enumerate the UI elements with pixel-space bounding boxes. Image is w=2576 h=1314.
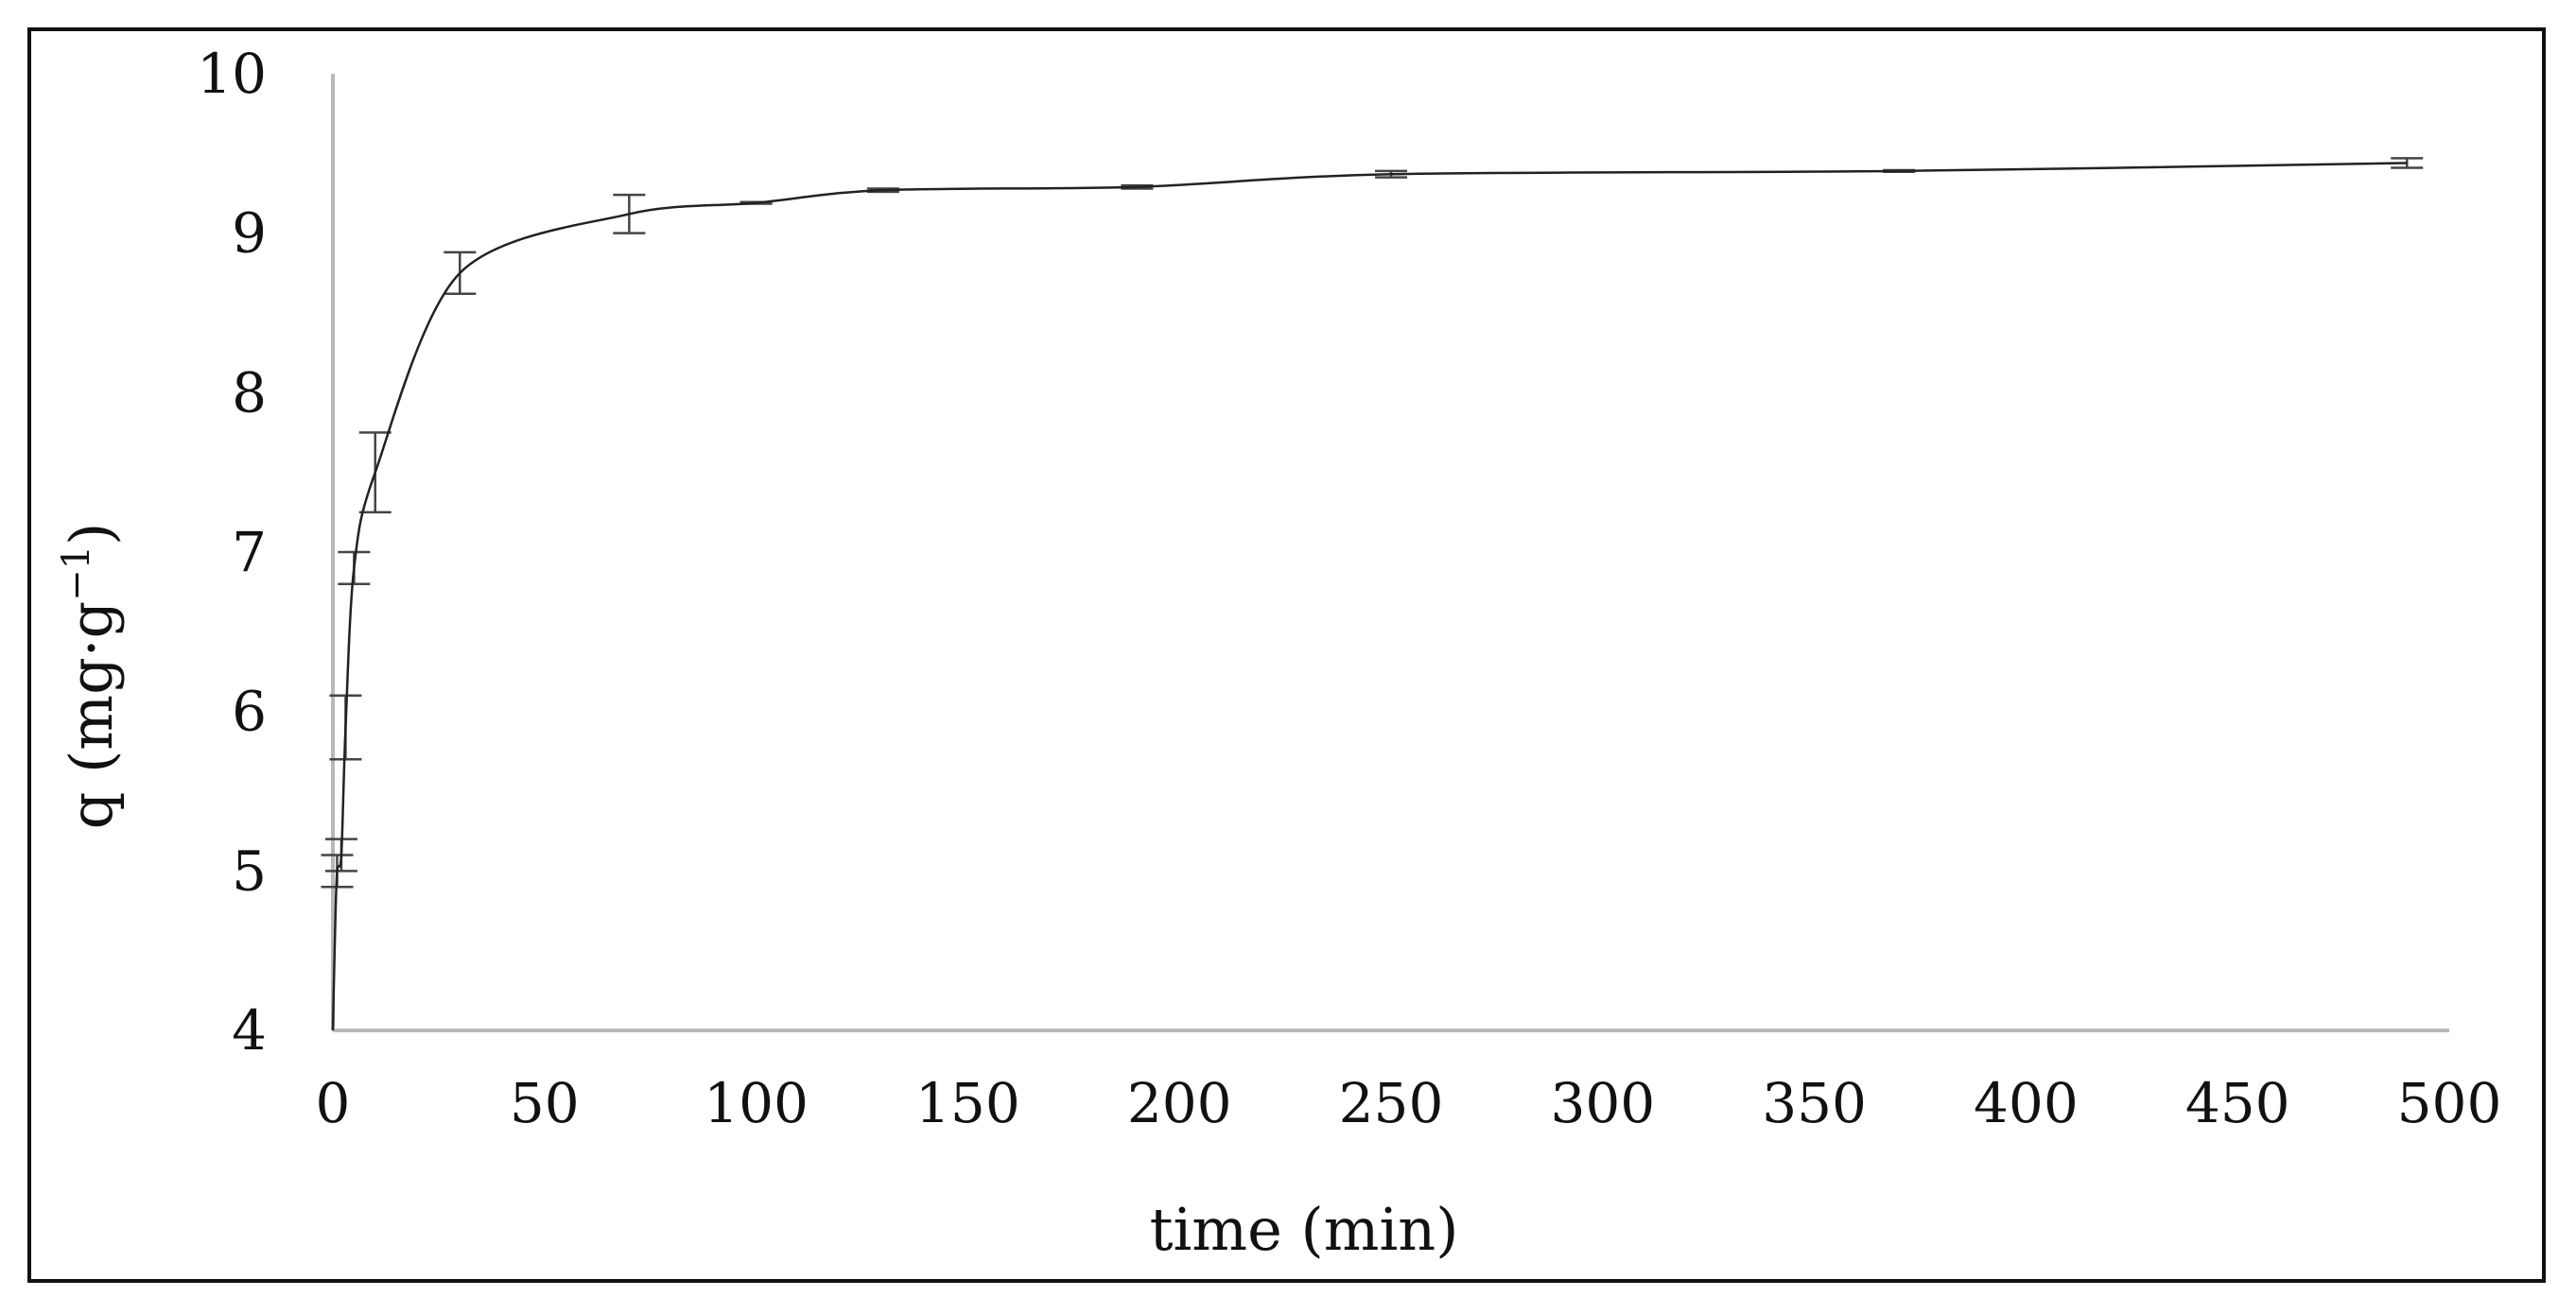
- axes: [331, 74, 2449, 1032]
- y-tick-label: 10: [197, 42, 267, 106]
- series-line: [331, 162, 2408, 1031]
- y-tick-label: 8: [232, 360, 267, 424]
- x-tick-label: 250: [1339, 1071, 1444, 1135]
- y-tick-label: 4: [232, 998, 267, 1063]
- y-tick-label: 6: [232, 680, 267, 744]
- error-bars: [321, 157, 2424, 889]
- x-axis-title: time (min): [1150, 1195, 1459, 1264]
- y-axis-title: q (mg·g−1): [55, 523, 126, 830]
- x-tick-label: 100: [704, 1071, 809, 1135]
- y-tick-label: 7: [232, 520, 267, 584]
- y-tick-label: 9: [232, 201, 267, 266]
- x-tick-label: 350: [1762, 1071, 1867, 1135]
- y-axis-title-close: ): [57, 523, 126, 545]
- x-tick-label: 200: [1127, 1071, 1232, 1135]
- x-tick-label: 0: [316, 1071, 351, 1135]
- x-tick-label: 150: [915, 1071, 1020, 1135]
- x-tick-label: 300: [1550, 1071, 1655, 1135]
- y-axis-title-superscript: −1: [55, 545, 98, 601]
- x-tick-label: 400: [1974, 1071, 2079, 1135]
- data-series: [331, 162, 2408, 1031]
- y-tick-label: 5: [232, 839, 267, 903]
- y-axis-title-main: q (mg·g: [57, 601, 126, 829]
- x-tick-label: 450: [2185, 1071, 2290, 1135]
- x-tick-label: 500: [2397, 1071, 2502, 1135]
- x-tick-label: 50: [510, 1071, 580, 1135]
- tick-labels: 0 50 100 150 200 250 300 350 400 450 500 4 5 6 7 8 9 10: [197, 42, 2501, 1135]
- chart-frame: [27, 27, 2546, 1283]
